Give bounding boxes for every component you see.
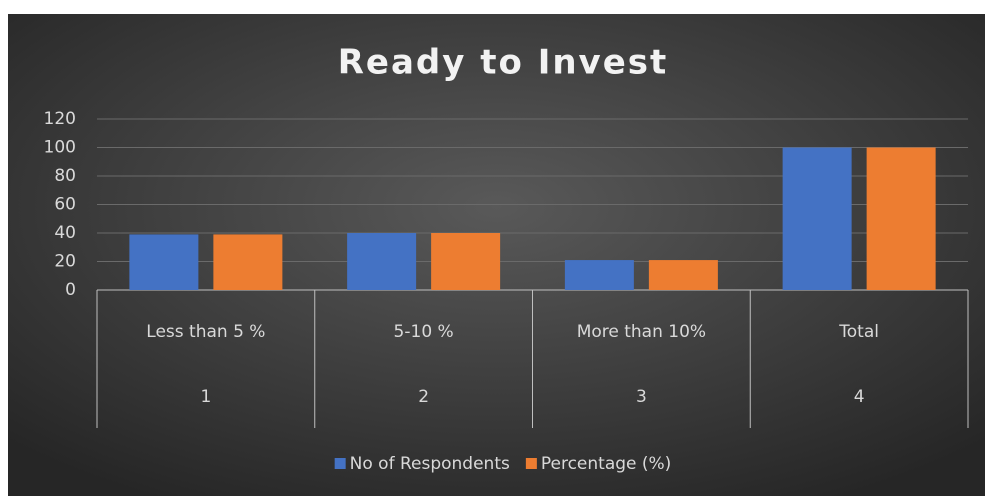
bar [129, 234, 199, 290]
y-tick-label: 60 [54, 195, 76, 215]
bar [648, 260, 718, 290]
y-tick-label: 20 [54, 252, 76, 272]
x-tick-number: 4 [854, 387, 865, 407]
legend-swatch [525, 458, 537, 469]
legend-label: Percentage (%) [541, 454, 671, 474]
x-tick-label: 5-10 % [394, 322, 454, 342]
bar [866, 147, 936, 290]
x-tick-number: 1 [200, 387, 211, 407]
x-tick-number: 2 [418, 387, 429, 407]
y-tick-label: 100 [44, 138, 76, 158]
bar [564, 260, 634, 290]
bar [213, 234, 283, 290]
legend-label: No of Respondents [350, 454, 510, 474]
bar [347, 233, 417, 290]
chart-title: Ready to Invest [338, 43, 669, 83]
x-tick-label: Less than 5 % [146, 322, 265, 342]
bar [782, 147, 852, 290]
y-tick-label: 80 [54, 166, 76, 186]
x-tick-number: 3 [636, 387, 647, 407]
legend-swatch [334, 458, 346, 469]
y-tick-label: 40 [54, 223, 76, 243]
x-tick-label: Total [838, 322, 879, 342]
y-tick-label: 120 [44, 109, 76, 129]
bar [431, 233, 501, 290]
x-tick-label: More than 10% [577, 322, 706, 342]
y-tick-label: 0 [65, 280, 76, 300]
